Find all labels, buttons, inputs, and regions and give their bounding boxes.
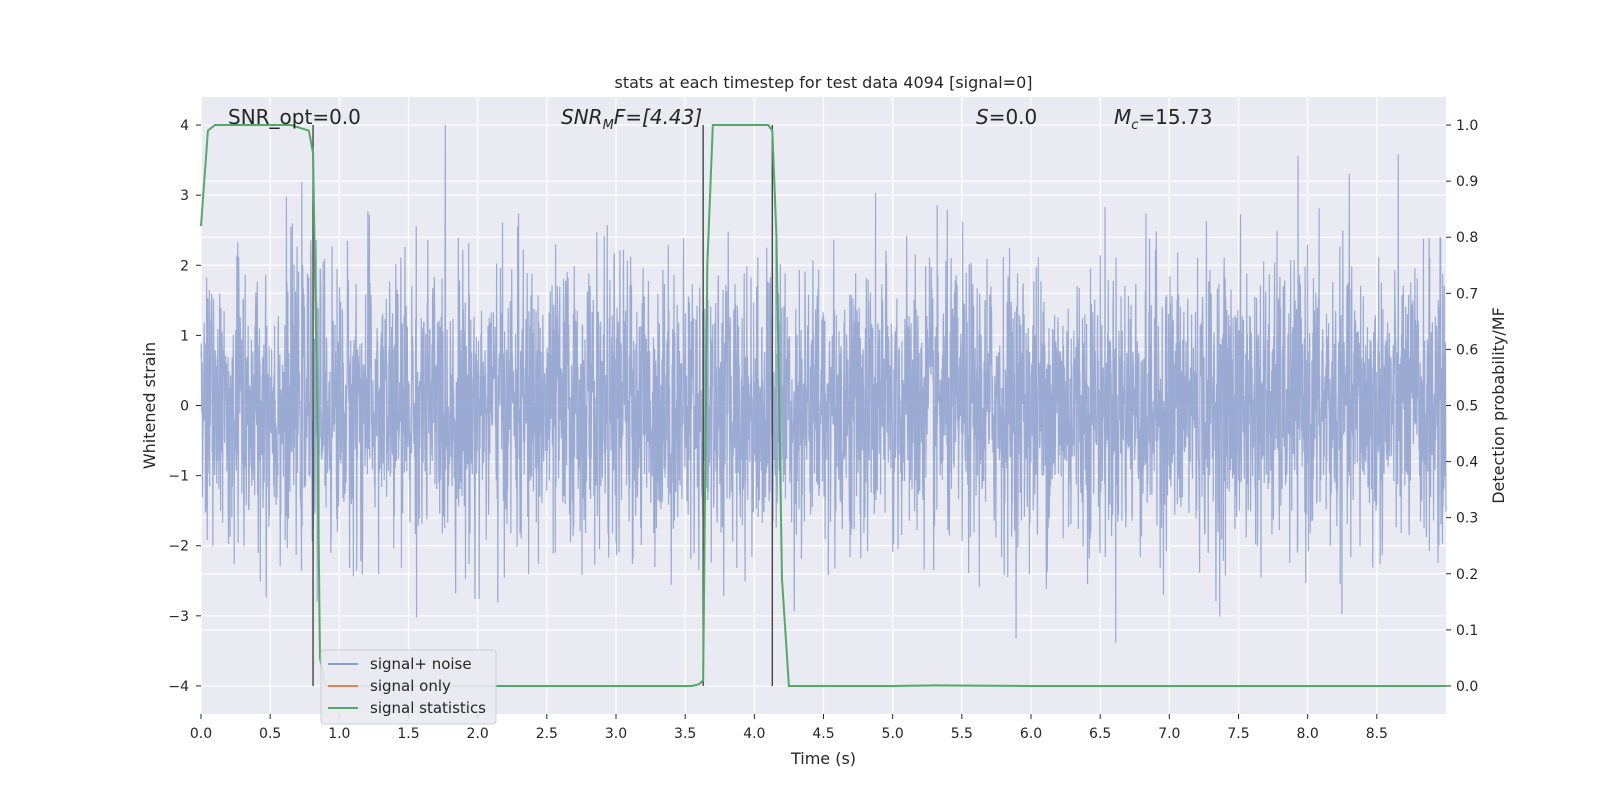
y2-tick-label: 0.2: [1456, 567, 1478, 583]
y2-tick-label: 0.5: [1456, 399, 1478, 415]
signal-noise-line: [200, 125, 1447, 643]
x-tick-label: 6.0: [1020, 726, 1042, 742]
y2-tick-label: 0.4: [1456, 455, 1478, 471]
y-tick-label: 1: [180, 328, 189, 344]
y2-tick-label: 0.3: [1456, 511, 1478, 527]
y-tick-label: 4: [180, 118, 189, 134]
x-tick-label: 7.0: [1158, 726, 1180, 742]
y2-tick-label: 0.8: [1456, 230, 1478, 246]
y2-tick-label: 0.9: [1456, 174, 1478, 190]
signal-statistics-series: [200, 124, 1446, 687]
legend-box: [320, 649, 497, 725]
y-tick-label: −2: [168, 539, 189, 555]
x-tick-label: 3.0: [605, 726, 627, 742]
y-tick-label: −1: [168, 469, 189, 485]
y-tick-label: −3: [168, 609, 189, 625]
snr-opt-annotation: SNR_opt=0.0: [228, 105, 361, 129]
s-annotation: S=0.0: [976, 105, 1037, 129]
y-tick-label: −4: [168, 679, 189, 695]
y-tick-label: 2: [180, 258, 189, 274]
x-tick-label: 0.5: [259, 726, 281, 742]
x-tick-label: 3.5: [674, 726, 696, 742]
y2-tick-label: 0.6: [1456, 342, 1478, 358]
mc-annotation: Mc=15.73: [1114, 105, 1212, 133]
chart-title: stats at each timestep for test data 409…: [614, 73, 1032, 92]
y2-tick-label: 0.1: [1456, 623, 1478, 639]
x-tick-label: 6.5: [1089, 726, 1111, 742]
x-tick-label: 8.0: [1297, 726, 1319, 742]
y-tick-label: 3: [180, 188, 189, 204]
x-tick-label: 0.0: [190, 726, 212, 742]
signal-noise-series: [200, 125, 1447, 643]
y-axis-label: Whitened strain: [140, 342, 159, 469]
legend-label: signal only: [370, 677, 451, 695]
y2-tick-label: 0.0: [1456, 679, 1478, 695]
x-tick-label: 4.5: [812, 726, 834, 742]
snr-mf-annotation: SNRMF=[4.43]: [561, 105, 702, 133]
y-tick-label: 0: [180, 399, 189, 415]
x-tick-label: 8.5: [1366, 726, 1388, 742]
y2-tick-label: 0.7: [1456, 286, 1478, 302]
annotations: SNR_opt=0.0 SNRMF=[4.43] S=0.0 Mc=15.73: [228, 105, 1212, 133]
x-tick-label: 5.0: [882, 726, 904, 742]
x-tick-label: 1.5: [397, 726, 419, 742]
legend: signal+ noise signal only signal statistic…: [320, 649, 497, 725]
x-tick-label: 1.0: [328, 726, 350, 742]
legend-label: signal statistics: [370, 699, 486, 717]
x-tick-label: 4.0: [743, 726, 765, 742]
legend-label: signal+ noise: [370, 655, 472, 673]
x-tick-label: 5.5: [951, 726, 973, 742]
signal-statistics-line: [200, 124, 1446, 687]
x-axis-label: Time (s): [790, 749, 856, 768]
axes: 0.0 0.5 1.0 1.5 2.0 2.5 3.0 3.5 4.0 4.5 5.0 5.5 6.0 6…: [168, 118, 1478, 742]
x-tick-label: 2.5: [536, 726, 558, 742]
x-tick-label: 7.5: [1227, 726, 1249, 742]
y2-tick-label: 1.0: [1456, 118, 1478, 134]
x-tick-label: 2.0: [467, 726, 489, 742]
y2-axis-label: Detection probability/MF: [1489, 307, 1508, 504]
